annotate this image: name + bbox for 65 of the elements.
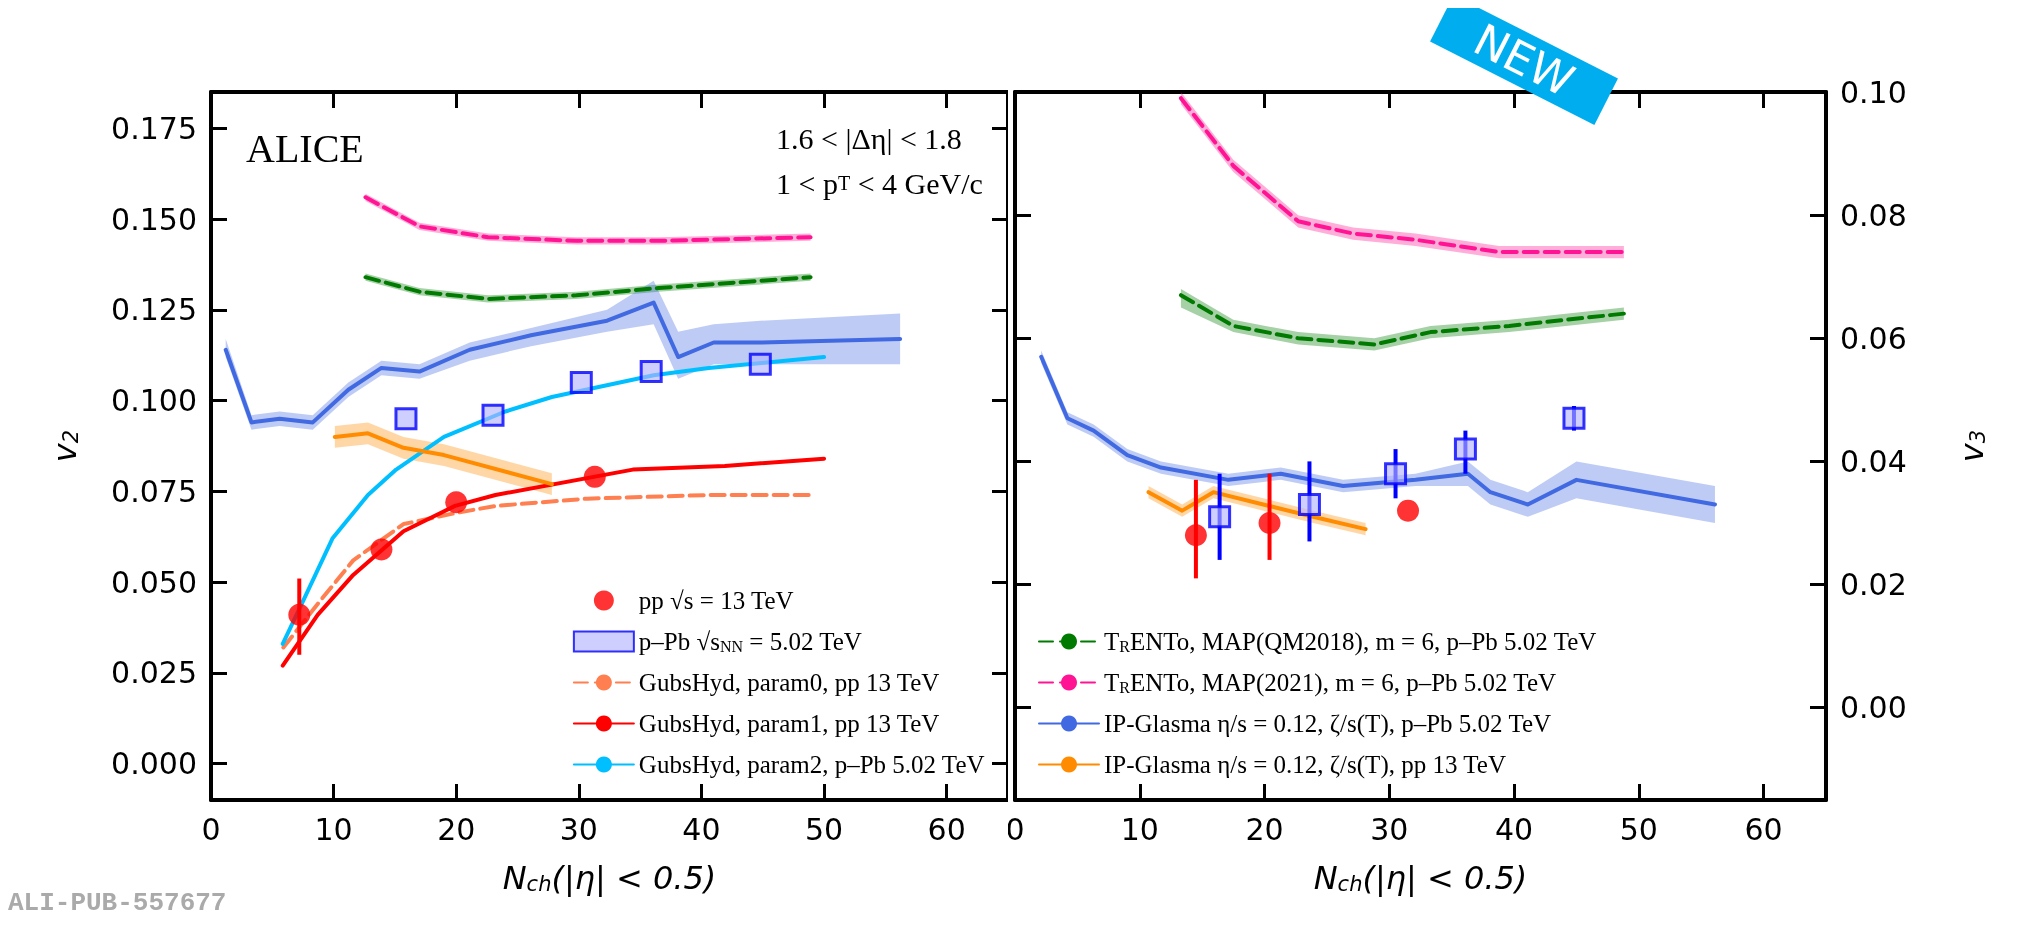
y2-tick-label: 0.08 [1840, 197, 1907, 233]
x-tick-label: 0 [201, 811, 221, 847]
x-tick-label: 50 [1619, 811, 1658, 847]
x-tick-label: 50 [804, 811, 844, 847]
point [1258, 511, 1281, 534]
x-axis-title: Nch(|η| < 0.5) [1313, 859, 1528, 897]
x-tick-label: 40 [682, 811, 721, 847]
x-tick-label: 40 [1494, 811, 1534, 847]
y2-tick-label: 0.00 [1840, 690, 1907, 726]
point [1397, 499, 1420, 522]
text: ALI-PUB-557677 [8, 888, 227, 918]
legend-label: IP-Glasma η/s = 0.12, ζ/s(T), pp 13 TeV [1104, 751, 1506, 779]
line-series [332, 431, 554, 487]
legend-label: TRENTo, MAP(2021), m = 6, p–Pb 5.02 TeV [1104, 669, 1557, 697]
x-tick-label: 60 [1744, 811, 1783, 847]
legend-label: p–Pb √sNN = 5.02 TeV [638, 628, 862, 655]
annotation: 1.6 < |Δη| < 1.8 [776, 121, 962, 155]
legend-label: pp √s = 13 TeV [638, 587, 794, 614]
y2-tick-label: 0.06 [1840, 320, 1907, 356]
annotation: 1 < pT < 4 GeV/c [776, 166, 983, 200]
point [394, 407, 418, 431]
y2-tick-label: 0.02 [1840, 567, 1907, 603]
y-tick-label: 0.000 [111, 746, 197, 782]
legend-label: GubsHyd, param1, pp 13 TeV [638, 710, 940, 737]
x-tick-label: 20 [437, 811, 476, 847]
y-tick-label: 0.100 [111, 383, 197, 419]
point [370, 538, 393, 561]
point [639, 360, 663, 384]
point [481, 403, 505, 427]
annotation: ALICE [246, 125, 364, 171]
y-tick-label: 0.150 [111, 201, 197, 237]
line-series [223, 300, 903, 425]
x-tick-label: 30 [1370, 811, 1409, 847]
point [1453, 437, 1477, 461]
y-tick-label: 0.125 [111, 292, 197, 328]
legend-label: GubsHyd, param2, p–Pb 5.02 TeV [638, 751, 985, 778]
point [1208, 505, 1232, 529]
y-tick-label: 0.050 [111, 564, 197, 600]
y-tick-label: 0.025 [111, 655, 197, 691]
x-tick-label: 10 [314, 811, 353, 847]
y-tick-label: 0.175 [111, 110, 197, 146]
y2-axis-title: v3 [1953, 429, 1991, 463]
point [445, 491, 468, 514]
annotation: NEW [1465, 13, 1583, 107]
x-tick-label: 10 [1120, 811, 1159, 847]
legend-label: GubsHyd, param0, pp 13 TeV [638, 669, 940, 696]
legend-label: IP-Glasma η/s = 0.12, ζ/s(T), p–Pb 5.02 TeV [1104, 710, 1552, 738]
point [1297, 492, 1321, 516]
legend-label: TRENTo, MAP(QM2018), m = 6, p–Pb 5.02 TeV [1104, 628, 1597, 656]
point [583, 465, 606, 488]
point [1184, 524, 1207, 547]
x-tick-label: 30 [559, 811, 598, 847]
y2-tick-label: 0.10 [1840, 74, 1907, 110]
x-tick-label: 20 [1245, 811, 1284, 847]
x-tick-label: 60 [927, 811, 966, 847]
y-tick-label: 0.075 [111, 473, 197, 509]
point [1562, 406, 1586, 430]
point [288, 603, 311, 626]
y2-tick-label: 0.04 [1840, 443, 1907, 479]
point [1384, 462, 1408, 486]
x-axis-title: Nch(|η| < 0.5) [502, 859, 717, 897]
point [569, 370, 593, 394]
x-tick-label: 0 [1005, 811, 1025, 847]
y-axis-title: v2 [46, 429, 84, 463]
point [748, 352, 772, 376]
